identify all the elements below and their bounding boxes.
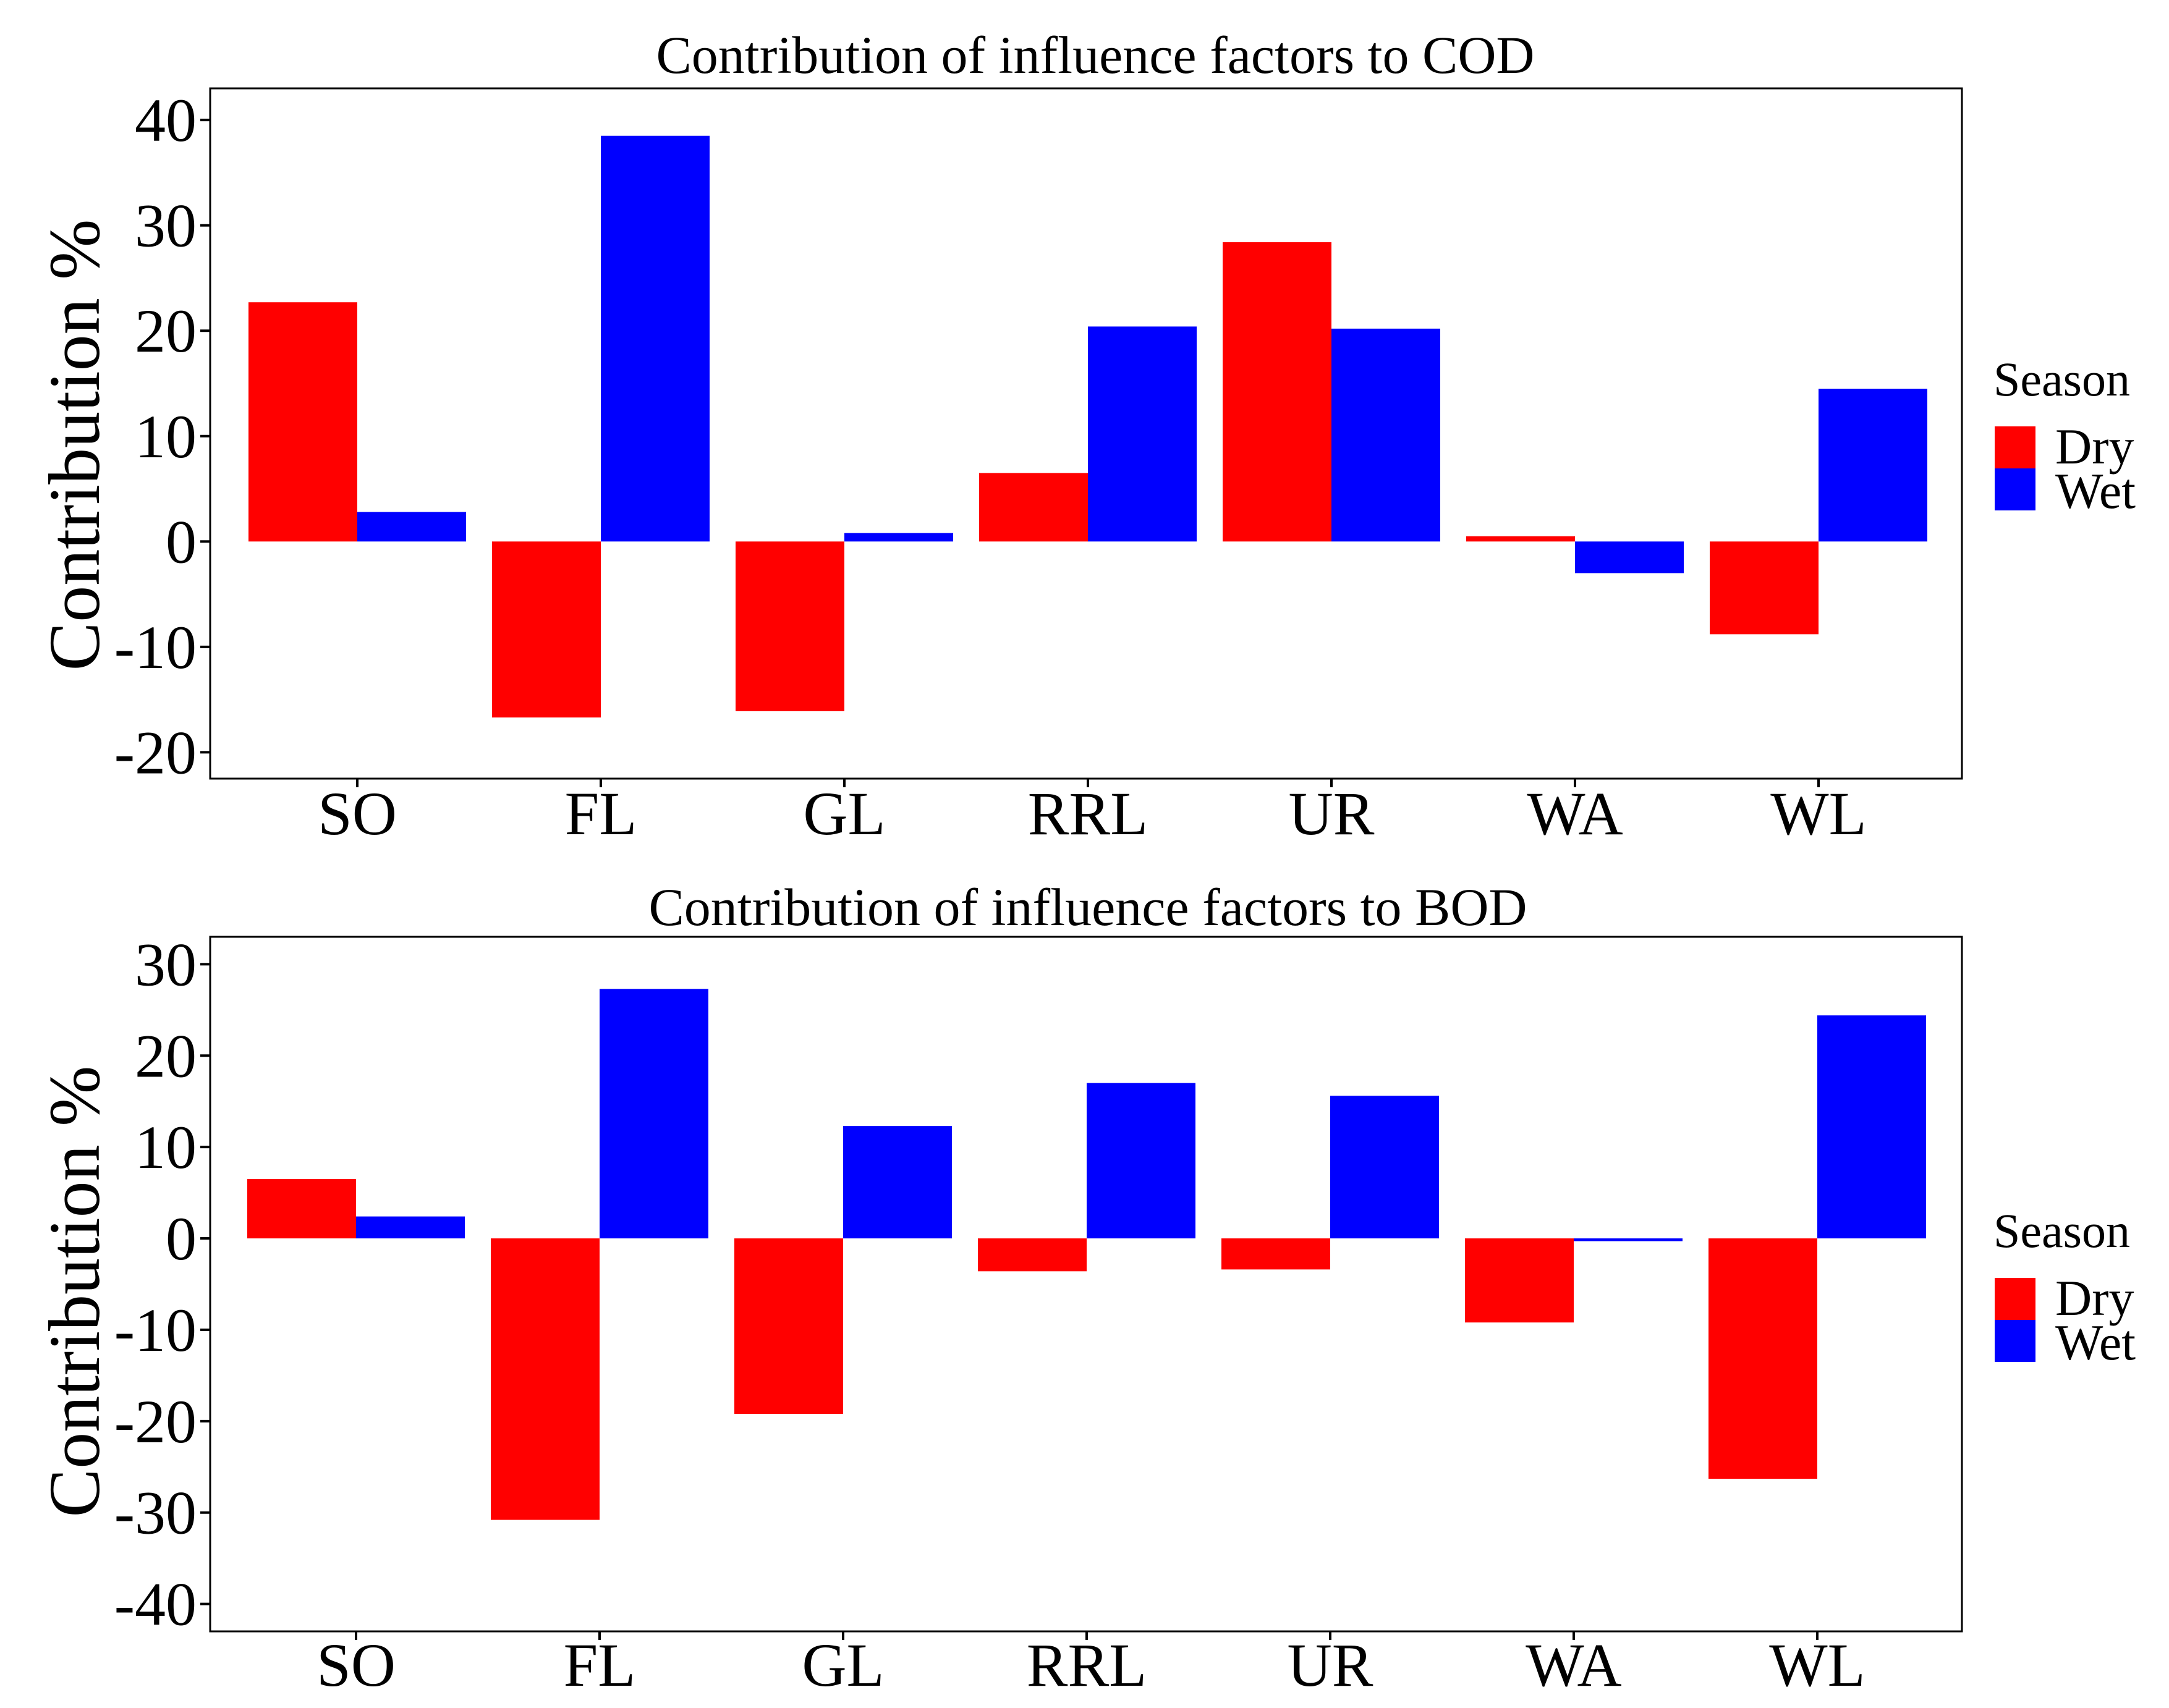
cod-x-tick-label-so: SO bbox=[318, 779, 397, 848]
bod-bar-dry-gl bbox=[734, 1238, 843, 1414]
cod-bar-wet-fl bbox=[601, 135, 710, 542]
cod-legend-label-wet: Wet bbox=[2055, 463, 2136, 519]
bod-legend-label-wet: Wet bbox=[2055, 1314, 2136, 1371]
bod-x-tick-label-ur: UR bbox=[1288, 1631, 1373, 1699]
bod-y-tick-label-20: 20 bbox=[135, 1021, 197, 1090]
cod-bar-wet-rrl bbox=[1088, 326, 1197, 542]
bod-bar-wet-rrl bbox=[1087, 1083, 1195, 1239]
bod-bar-wet-wa bbox=[1574, 1238, 1683, 1241]
cod-bar-wet-so bbox=[357, 512, 466, 542]
bod-chart-title: Contribution of influence factors to BOD bbox=[648, 877, 1527, 937]
cod-legend-key-dry bbox=[1995, 426, 2035, 468]
cod-x-tick-label-wa: WA bbox=[1527, 779, 1623, 848]
cod-x-tick-label-rrl: RRL bbox=[1028, 779, 1148, 848]
bod-bar-dry-rrl bbox=[978, 1238, 1087, 1272]
bod-y-tick-label--20: -20 bbox=[114, 1387, 197, 1456]
bod-axis-ticks: SO FL GL RRL UR WA WL -40 -30 -20 -10 0 10 20 30 bbox=[114, 930, 1866, 1699]
cod-y-tick-label-30: 30 bbox=[135, 192, 197, 260]
bod-bar-dry-wl bbox=[1708, 1238, 1817, 1479]
bod-x-tick-label-so: SO bbox=[316, 1631, 396, 1699]
bod-legend-key-wet bbox=[1995, 1320, 2035, 1362]
cod-bar-dry-fl bbox=[492, 541, 601, 718]
bod-legend: Season Dry Wet bbox=[1993, 1204, 2136, 1371]
cod-bar-wet-wa bbox=[1575, 541, 1684, 573]
bod-y-tick-label-10: 10 bbox=[135, 1113, 197, 1182]
bod-bars bbox=[247, 989, 1926, 1520]
bod-bar-wet-fl bbox=[600, 989, 708, 1239]
cod-x-tick-label-fl: FL bbox=[565, 779, 637, 848]
bod-legend-label-dry: Dry bbox=[2055, 1270, 2134, 1326]
cod-y-tick-label--20: -20 bbox=[114, 718, 197, 787]
bod-x-tick-label-wa: WA bbox=[1526, 1631, 1622, 1699]
cod-axis-ticks: SO FL GL RRL UR WA WL -20 -10 0 10 20 30 40 bbox=[114, 86, 1867, 848]
cod-bar-wet-gl bbox=[844, 533, 953, 542]
bod-bar-dry-wa bbox=[1465, 1238, 1574, 1323]
bod-legend-key-dry bbox=[1995, 1278, 2035, 1320]
cod-bar-dry-rrl bbox=[979, 473, 1088, 542]
bod-bar-wet-wl bbox=[1817, 1015, 1926, 1239]
bod-bar-wet-gl bbox=[843, 1126, 952, 1239]
bod-bar-dry-ur bbox=[1221, 1238, 1330, 1270]
cod-legend-key-wet bbox=[1995, 468, 2035, 510]
bod-panel: Contribution of influence factors to BOD… bbox=[34, 877, 2136, 1699]
cod-x-tick-label-ur: UR bbox=[1289, 779, 1375, 848]
cod-x-tick-label-gl: GL bbox=[803, 779, 885, 848]
cod-bar-wet-ur bbox=[1331, 328, 1440, 542]
bod-bar-dry-so bbox=[247, 1178, 356, 1239]
cod-legend-title: Season bbox=[1993, 352, 2130, 406]
bod-x-tick-label-wl: WL bbox=[1769, 1631, 1865, 1699]
cod-bars bbox=[248, 135, 1927, 718]
cod-panel: Contribution of influence factors to COD… bbox=[34, 25, 2136, 848]
bod-x-tick-label-rrl: RRL bbox=[1027, 1631, 1147, 1699]
bod-x-tick-label-gl: GL bbox=[802, 1631, 884, 1699]
cod-y-tick-label--10: -10 bbox=[114, 613, 197, 682]
cod-bar-wet-wl bbox=[1819, 389, 1927, 542]
cod-bar-dry-wl bbox=[1710, 541, 1819, 635]
cod-legend-label-dry: Dry bbox=[2055, 418, 2134, 475]
bod-y-tick-label-0: 0 bbox=[166, 1204, 197, 1273]
bod-y-tick-label--30: -30 bbox=[114, 1479, 197, 1547]
bod-x-tick-label-fl: FL bbox=[564, 1631, 636, 1699]
bod-y-tick-label--10: -10 bbox=[114, 1296, 197, 1364]
bod-bar-dry-fl bbox=[491, 1238, 600, 1520]
bod-y-tick-label-30: 30 bbox=[135, 930, 197, 999]
bod-bar-wet-ur bbox=[1330, 1096, 1439, 1239]
bod-y-axis-label: Contribution % bbox=[34, 1066, 115, 1518]
cod-y-tick-label-0: 0 bbox=[166, 507, 197, 576]
cod-legend: Season Dry Wet bbox=[1993, 352, 2136, 519]
cod-y-tick-label-40: 40 bbox=[135, 86, 197, 154]
cod-chart-title: Contribution of influence factors to COD bbox=[656, 25, 1534, 85]
cod-plot-frame bbox=[209, 87, 1963, 780]
bod-y-tick-label--40: -40 bbox=[114, 1570, 197, 1639]
cod-y-axis-label: Contribution % bbox=[34, 219, 115, 671]
cod-y-tick-label-10: 10 bbox=[135, 402, 197, 471]
bod-legend-title: Season bbox=[1993, 1204, 2130, 1258]
cod-bar-dry-so bbox=[248, 302, 357, 542]
cod-y-tick-label-20: 20 bbox=[135, 297, 197, 365]
cod-bar-dry-gl bbox=[736, 541, 844, 711]
cod-bar-dry-ur bbox=[1223, 242, 1331, 542]
cod-x-tick-label-wl: WL bbox=[1770, 779, 1866, 848]
cod-bar-dry-wa bbox=[1466, 536, 1575, 542]
bod-bar-wet-so bbox=[356, 1216, 465, 1239]
